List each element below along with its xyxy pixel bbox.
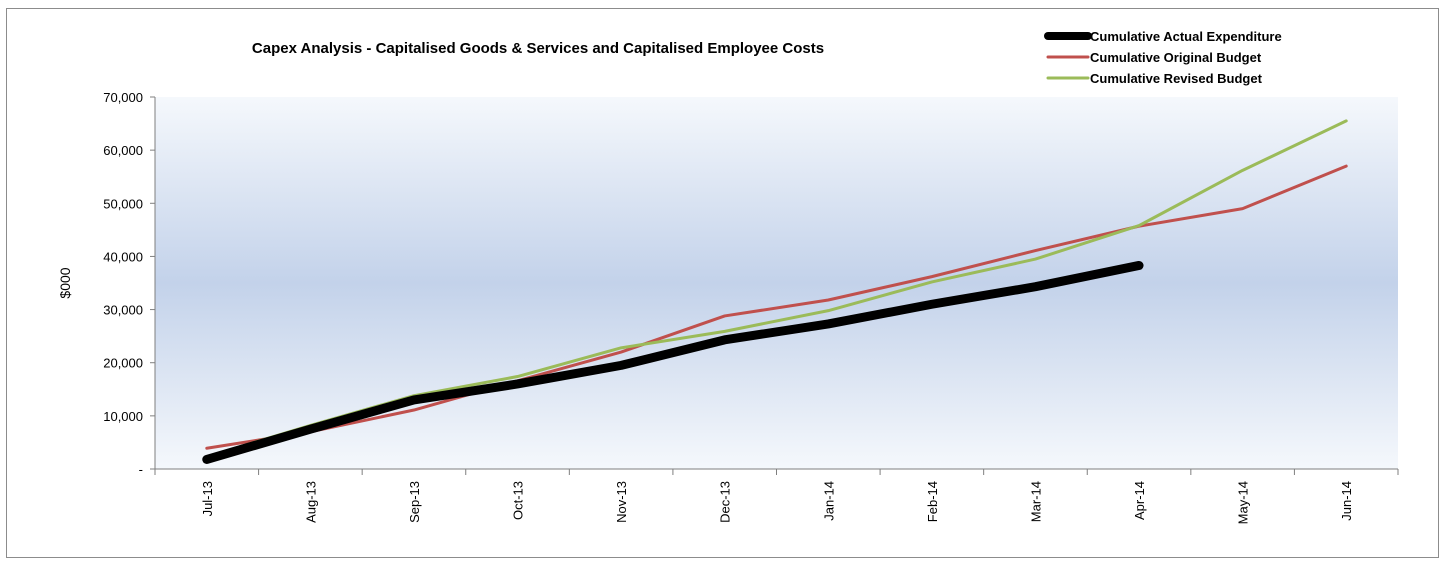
x-tick-label: Oct-13 [511, 481, 526, 520]
plot-area [155, 97, 1398, 469]
y-tick-label: 30,000 [103, 303, 143, 318]
y-tick-label: 50,000 [103, 196, 143, 211]
y-tick-label: 40,000 [103, 249, 143, 264]
y-tick-label: 10,000 [103, 409, 143, 424]
y-tick-label: 20,000 [103, 356, 143, 371]
x-tick-label: Feb-14 [925, 481, 940, 522]
x-tick-label: Jul-13 [200, 481, 215, 516]
y-axis-label: $000 [57, 267, 73, 298]
legend-label: Cumulative Actual Expenditure [1090, 29, 1282, 44]
legend-label: Cumulative Original Budget [1090, 50, 1262, 65]
y-tick-label: 60,000 [103, 143, 143, 158]
x-tick-label: Apr-14 [1132, 481, 1147, 520]
y-tick-label: 70,000 [103, 90, 143, 105]
x-tick-label: Mar-14 [1028, 481, 1043, 522]
series-line-actual-expenditure [202, 260, 1144, 464]
x-tick-label: Aug-13 [303, 481, 318, 523]
x-tick-label: May-14 [1236, 481, 1251, 524]
axes: - 10,000 20,000 30,000 40,000 50,000 60,000 70,… [103, 90, 1399, 524]
x-tick-label: Dec-13 [718, 481, 733, 523]
series-line-original-budget [205, 164, 1348, 450]
x-tick-label: Jun-14 [1339, 481, 1354, 521]
legend: Cumulative Actual Expenditure Cumulative … [1044, 29, 1282, 86]
x-tick-label: Nov-13 [614, 481, 629, 523]
series-layer [202, 119, 1348, 464]
x-tick-label: Jan-14 [821, 481, 836, 521]
chart-title: Capex Analysis - Capitalised Goods & Ser… [252, 40, 824, 57]
y-tick-label: - [139, 462, 143, 477]
legend-label: Cumulative Revised Budget [1090, 71, 1263, 86]
x-tick-label: Sep-13 [407, 481, 422, 523]
